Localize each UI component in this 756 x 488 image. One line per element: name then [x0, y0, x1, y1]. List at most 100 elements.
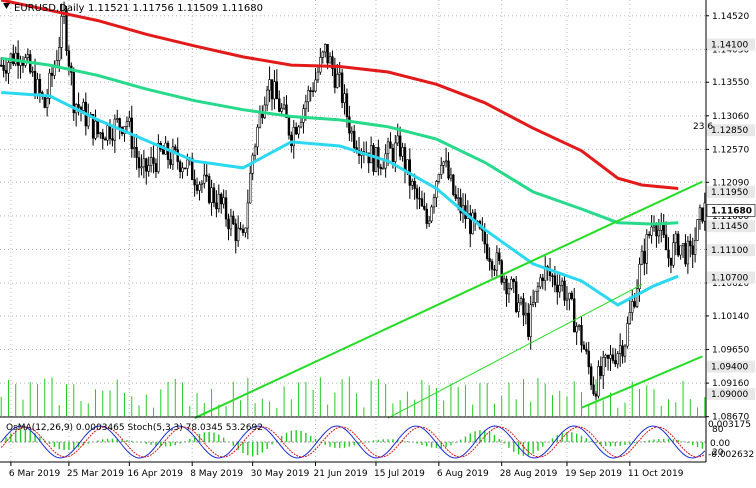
osc-axis-20: 20: [712, 448, 724, 458]
candle-body: [43, 96, 46, 108]
candle-body: [430, 206, 433, 222]
candle-body: [483, 230, 486, 245]
price-tick-label: 1.13060: [712, 112, 749, 122]
candle-body: [135, 147, 138, 158]
candle-body: [48, 72, 51, 99]
price-tick-label: 1.12570: [712, 145, 749, 155]
candle-body: [210, 187, 213, 203]
candle-body: [558, 285, 561, 293]
candle-body: [454, 194, 457, 199]
candle-body: [215, 202, 218, 210]
candle-body: [220, 193, 223, 205]
candle-body: [650, 226, 653, 236]
level-label: 1.10700: [711, 274, 748, 284]
candle-body: [307, 90, 310, 103]
candle-body: [449, 174, 453, 179]
candle-body: [527, 312, 530, 337]
candle-body: [505, 278, 508, 295]
candle-body: [287, 117, 291, 136]
dropdown-icon[interactable]: [3, 3, 10, 9]
candle-body: [691, 245, 694, 255]
level-label: 1.11950: [711, 188, 748, 198]
level-label: 1.11100: [711, 246, 748, 256]
candle-body: [128, 117, 131, 122]
candle-body: [2, 65, 5, 71]
candle-body: [531, 302, 535, 305]
candle-body: [171, 146, 175, 165]
candle-body: [222, 197, 225, 205]
candle-body: [94, 120, 97, 139]
candle-body: [655, 225, 658, 237]
candle-body: [647, 234, 651, 236]
candle-body: [589, 366, 593, 386]
candle-body: [396, 135, 399, 144]
candle-body: [633, 301, 636, 307]
candle-body: [116, 118, 119, 120]
candle-body: [493, 268, 496, 271]
candle-body: [389, 141, 392, 149]
candle-body: [664, 234, 668, 251]
trend-line: [194, 180, 703, 419]
candle-body: [570, 292, 574, 300]
candle-body: [108, 125, 112, 139]
candle-body: [394, 142, 397, 162]
fib-label: 23.6: [693, 122, 713, 132]
trend-line: [387, 283, 643, 419]
candle-body: [667, 249, 670, 259]
candle-body: [309, 90, 312, 92]
candle-body: [229, 215, 233, 230]
candle-body: [573, 298, 576, 333]
candle-body: [401, 147, 404, 157]
date-tick-label: 15 Jul 2019: [374, 469, 425, 479]
level-label-box: [707, 124, 755, 137]
candle-body: [413, 181, 416, 189]
osc-axis-bottom: -0.002632: [708, 450, 754, 460]
candle-body: [174, 146, 177, 151]
candle-body: [336, 74, 339, 88]
candle-body: [82, 101, 85, 111]
candle-body: [631, 301, 634, 313]
date-tick-label: 28 Aug 2019: [500, 469, 558, 479]
candle-body: [423, 205, 426, 210]
candle-body: [686, 240, 690, 265]
candle-body: [183, 167, 187, 170]
candle-body: [585, 348, 588, 352]
candle-body: [382, 167, 385, 170]
price-tick-label: 1.13550: [712, 78, 749, 88]
candle-body: [512, 279, 515, 283]
candle-body: [14, 52, 17, 65]
candle-body: [517, 302, 520, 312]
candle-body: [406, 159, 409, 171]
candle-body: [181, 167, 184, 172]
candle-body: [379, 166, 383, 170]
level-label-box: [707, 244, 755, 257]
candle-body: [348, 116, 351, 134]
candle-body: [328, 56, 332, 64]
candle-body: [169, 159, 172, 165]
candle-body: [241, 228, 245, 233]
candle-body: [606, 354, 610, 359]
candle-body: [343, 93, 346, 103]
candle-body: [244, 227, 247, 233]
candle-body: [132, 147, 136, 149]
candle-body: [536, 286, 540, 292]
candle-body: [217, 193, 221, 210]
candle-body: [643, 250, 646, 264]
price-tick-label: 1.12090: [712, 178, 749, 188]
candle-body: [674, 233, 677, 244]
candle-body: [490, 261, 494, 270]
candle-body: [77, 104, 80, 108]
price-tick-label: 1.09650: [712, 346, 749, 356]
candle-body: [398, 135, 402, 157]
ma-slow-line: [0, 0, 679, 190]
candle-body: [681, 243, 685, 247]
chart-title: EURUSD,Daily: [14, 3, 85, 14]
candle-body: [452, 174, 455, 195]
candle-body: [626, 323, 629, 347]
candle-body: [53, 66, 56, 76]
candle-body: [91, 113, 95, 139]
candle-body: [469, 213, 472, 235]
candle-body: [338, 72, 341, 75]
candle-body: [249, 173, 252, 204]
